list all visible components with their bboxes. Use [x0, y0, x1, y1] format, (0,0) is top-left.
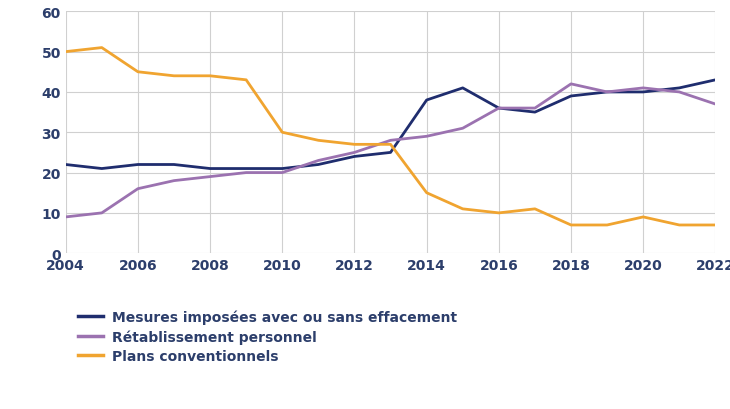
Legend: Mesures imposées avec ou sans effacement, Rétablissement personnel, Plans conven: Mesures imposées avec ou sans effacement…: [73, 304, 462, 369]
